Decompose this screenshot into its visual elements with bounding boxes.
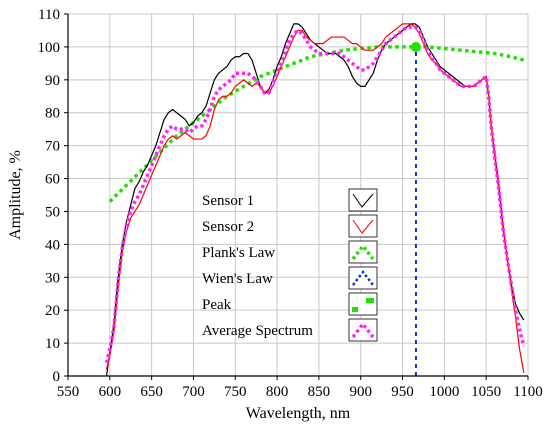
- y-tick-label: 60: [45, 172, 60, 188]
- legend-marker-peak: [352, 307, 358, 312]
- y-tick-label: 10: [45, 336, 60, 352]
- legend-line-sensor-1: [352, 193, 374, 208]
- legend-label-wien-s-law: Wien's Law: [202, 271, 273, 287]
- series-line-average-spectrum: [104, 25, 526, 364]
- legend-label-sensor-2: Sensor 2: [202, 219, 254, 235]
- legend-marker-peak: [366, 298, 374, 303]
- y-tick-label: 100: [38, 40, 61, 56]
- peak-marker: [410, 41, 421, 52]
- series-line-plank-s-law: [108, 45, 525, 203]
- legend-label-peak: Peak: [202, 297, 232, 313]
- series-line-sensor-1: [105, 23, 525, 377]
- legend-line-sensor-2: [352, 219, 374, 234]
- legend: Sensor 1 Sensor 2 Plank's Law Wien's Law Pea…: [202, 188, 378, 342]
- y-tick-label: 40: [45, 237, 60, 253]
- y-tick-label: 80: [45, 106, 60, 122]
- y-tick-label: 50: [45, 204, 60, 220]
- x-tick-label: 1000: [429, 384, 459, 400]
- x-tick-label: 650: [140, 384, 163, 400]
- legend-line-wien-s-law: [352, 269, 374, 286]
- legend-label-average-spectrum: Average Spectrum: [202, 323, 313, 339]
- legend-swatch-sensor-2: [348, 214, 378, 238]
- x-axis-title: Wavelength, nm: [246, 405, 351, 422]
- y-tick-label: 70: [45, 139, 60, 155]
- x-tick-label: 850: [308, 384, 331, 400]
- x-tick-label: 550: [57, 384, 80, 400]
- x-tick-label: 900: [349, 384, 372, 400]
- x-tick-label: 1050: [471, 384, 501, 400]
- x-tick-label: 800: [266, 384, 289, 400]
- legend-swatch-average-spectrum: [348, 318, 378, 342]
- legend-label-sensor-1: Sensor 1: [202, 193, 254, 209]
- y-tick-label: 30: [45, 270, 60, 286]
- y-axis-title: Amplitude, %: [7, 150, 24, 240]
- legend-swatch-wien-s-law: [348, 266, 378, 290]
- y-tick-label: 20: [45, 303, 60, 319]
- x-tick-label: 700: [182, 384, 205, 400]
- series-layer: [104, 23, 526, 377]
- x-tick-label: 950: [391, 384, 414, 400]
- legend-swatch-sensor-1: [348, 188, 378, 212]
- series-line-sensor-2: [105, 23, 525, 373]
- y-tick-label: 0: [53, 369, 61, 385]
- tick-labels: 550 600 650 700 750 800 850 900 950 1000 1050 11000…: [38, 7, 543, 400]
- x-tick-label: 1100: [513, 384, 542, 400]
- grid: [67, 13, 529, 377]
- y-tick-label: 90: [45, 73, 60, 89]
- x-tick-label: 750: [224, 384, 247, 400]
- x-tick-label: 600: [99, 384, 122, 400]
- legend-label-plank-s-law: Plank's Law: [202, 245, 275, 261]
- axes: [64, 13, 529, 380]
- legend-swatch-plank-s-law: [348, 240, 378, 264]
- y-tick-label: 110: [38, 7, 60, 23]
